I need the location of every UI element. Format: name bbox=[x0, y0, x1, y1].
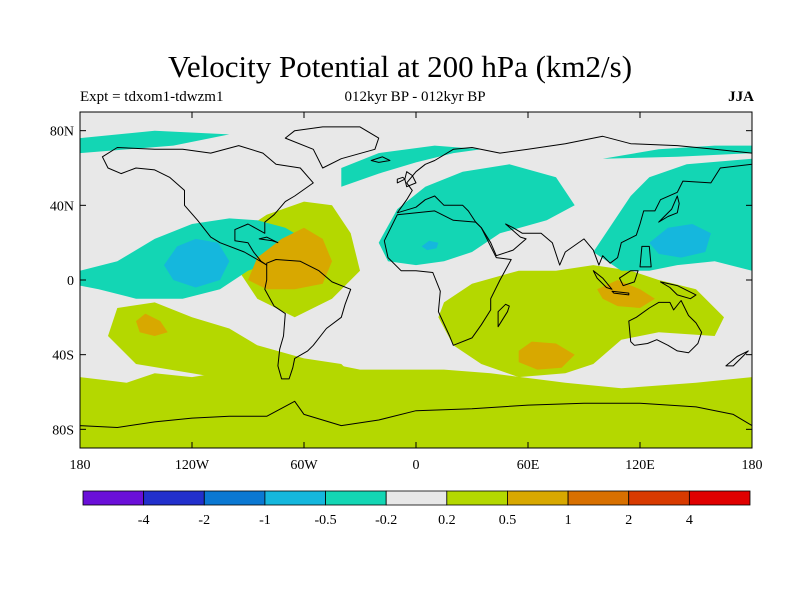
colorbar-box-3 bbox=[264, 490, 326, 506]
coastline-16 bbox=[725, 350, 749, 367]
colorbar-box-4 bbox=[325, 490, 387, 506]
coastline-1 bbox=[264, 259, 352, 380]
coastline-7 bbox=[404, 171, 417, 188]
colorbar-label-4: -0.2 bbox=[375, 513, 397, 528]
colorbar-box-5 bbox=[385, 490, 448, 506]
colorbar-box-10 bbox=[688, 490, 751, 506]
contour-region-3 bbox=[438, 265, 724, 378]
colorbar-label-3: -0.5 bbox=[314, 513, 336, 528]
period-label: 012kyr BP - 012kyr BP bbox=[344, 89, 486, 105]
x-tick-label-5: 120E bbox=[625, 458, 655, 473]
colorbar-label-8: 2 bbox=[625, 513, 632, 528]
x-tick-label-3: 0 bbox=[413, 458, 420, 473]
coastline-12 bbox=[611, 290, 630, 296]
coastline-11 bbox=[592, 270, 613, 290]
coastline-15 bbox=[639, 245, 652, 268]
contour-region-12 bbox=[421, 240, 439, 251]
contour-region-11 bbox=[649, 224, 711, 258]
colorbar-label-5: 0.2 bbox=[438, 513, 456, 528]
coastline-10 bbox=[497, 303, 510, 328]
season-label: JJA bbox=[728, 89, 754, 105]
y-tick-label-2: 0 bbox=[67, 274, 74, 289]
colorbar-box-9 bbox=[628, 490, 690, 506]
contour-region-15 bbox=[518, 341, 575, 370]
coastline-0 bbox=[101, 145, 314, 266]
contour-region-14 bbox=[136, 313, 168, 336]
colorbar-box-0 bbox=[82, 490, 145, 506]
x-tick-label-6: 180 bbox=[742, 458, 763, 473]
contour-region-6 bbox=[341, 145, 482, 187]
colorbar-box-1 bbox=[143, 490, 205, 506]
contour-region-16 bbox=[597, 280, 655, 308]
colorbar-label-6: 0.5 bbox=[499, 513, 517, 528]
coastline-8 bbox=[396, 176, 406, 184]
coastline-9 bbox=[658, 195, 680, 223]
coastline-3 bbox=[383, 210, 512, 346]
colorbar-label-7: 1 bbox=[565, 513, 572, 528]
contour-region-0 bbox=[80, 362, 752, 448]
coastline-13 bbox=[619, 270, 639, 287]
x-tick-label-4: 60E bbox=[517, 458, 540, 473]
coastline-5 bbox=[80, 400, 752, 448]
coastline-17 bbox=[258, 236, 279, 244]
colorbar-box-7 bbox=[507, 490, 569, 506]
contour-region-5 bbox=[378, 164, 575, 266]
colorbar-box-2 bbox=[203, 490, 266, 506]
colorbar-label-0: -4 bbox=[138, 513, 150, 528]
y-tick-label-3: 40S bbox=[52, 349, 74, 364]
colorbar-label-1: -2 bbox=[198, 513, 210, 528]
contour-region-10 bbox=[164, 238, 230, 288]
coastline-4 bbox=[628, 300, 703, 354]
coastline-6 bbox=[284, 126, 380, 169]
colorbar-label-9: 4 bbox=[686, 513, 693, 528]
coastline-14 bbox=[660, 281, 697, 300]
colorbar-label-2: -1 bbox=[259, 513, 271, 528]
colorbar-box-8 bbox=[567, 490, 630, 506]
coastline-2 bbox=[396, 135, 752, 266]
coastline-18 bbox=[370, 156, 391, 163]
x-tick-label-1: 120W bbox=[175, 458, 210, 473]
colorbar-box-6 bbox=[446, 490, 508, 506]
y-tick-label-4: 80S bbox=[52, 423, 74, 438]
x-tick-label-2: 60W bbox=[290, 458, 318, 473]
contour-region-1 bbox=[108, 302, 360, 392]
chart-title: Velocity Potential at 200 hPa (km2/s) bbox=[167, 49, 633, 84]
y-tick-label-0: 80N bbox=[50, 125, 74, 140]
experiment-label: Expt = tdxom1-tdwzm1 bbox=[80, 89, 224, 105]
contour-region-13 bbox=[248, 227, 332, 290]
x-tick-label-0: 180 bbox=[70, 458, 91, 473]
y-tick-label-1: 40N bbox=[50, 199, 74, 214]
